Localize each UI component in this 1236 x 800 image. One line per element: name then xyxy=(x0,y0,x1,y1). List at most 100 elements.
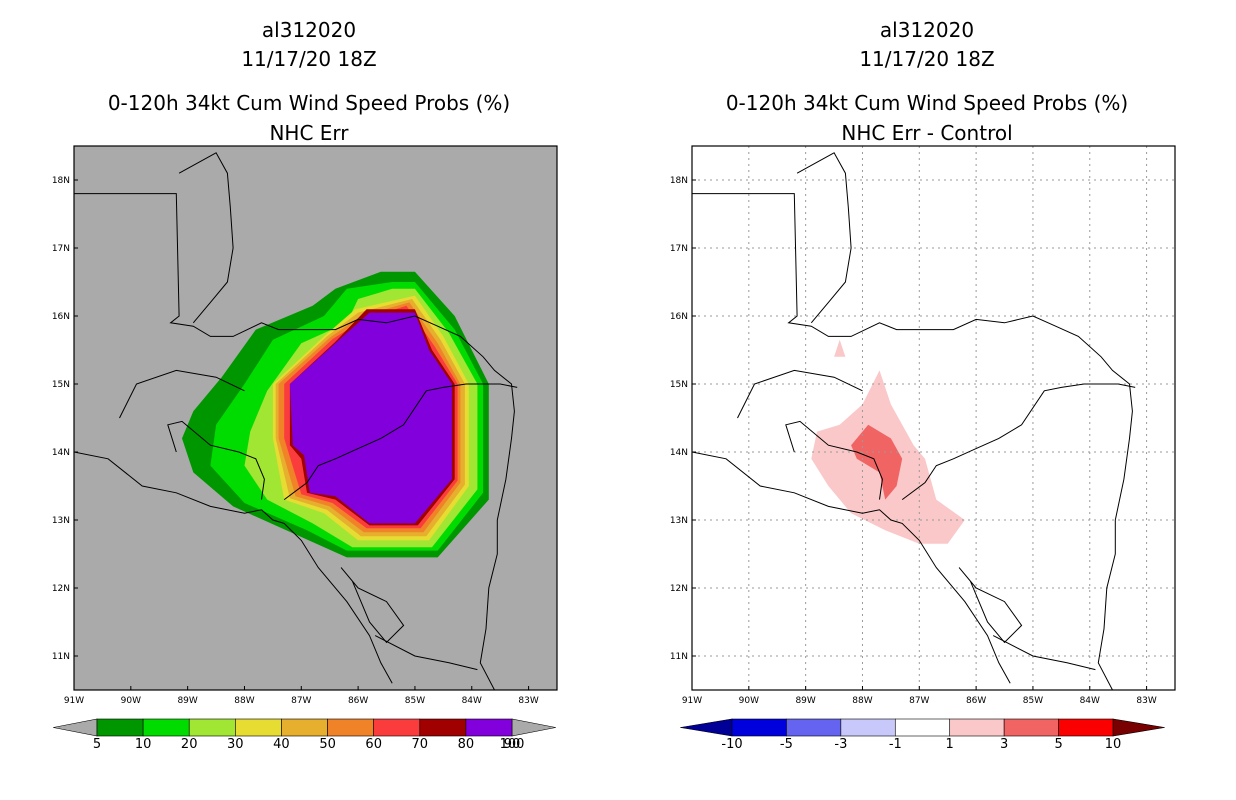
y-tick-label: 13N xyxy=(52,516,70,526)
x-tick-label: 89W xyxy=(177,696,197,706)
y-tick-label: 12N xyxy=(52,584,70,594)
colorbar-label: 20 xyxy=(181,737,198,752)
y-tick-label: 11N xyxy=(670,652,688,662)
x-tick-label: 88W xyxy=(852,696,872,706)
colorbar-label: 70 xyxy=(412,737,429,752)
y-tick-label: 14N xyxy=(670,448,688,458)
chart-title-line: 0-120h 34kt Cum Wind Speed Probs (%) xyxy=(108,91,510,115)
y-tick-label: 15N xyxy=(52,380,70,390)
colorbar-label: 1 xyxy=(946,737,954,752)
colorbar-label: 3 xyxy=(1000,737,1008,752)
y-tick-label: 16N xyxy=(52,312,70,322)
coastline xyxy=(796,152,852,324)
coastline xyxy=(178,152,234,324)
colorbar-swatch xyxy=(786,718,842,737)
colorbar-label: 80 xyxy=(458,737,475,752)
y-tick-label: 18N xyxy=(52,176,70,186)
coastline xyxy=(737,369,863,419)
chart-title-line: 11/17/20 18Z xyxy=(241,47,376,71)
chart-title-line: NHC Err xyxy=(269,121,349,145)
contour-90-fill xyxy=(289,312,452,524)
plot-background xyxy=(692,146,1175,690)
colorbar-label: 100 xyxy=(500,737,525,752)
x-tick-label: 91W xyxy=(682,696,702,706)
colorbar-label: -3 xyxy=(834,737,847,752)
plot-area xyxy=(74,152,518,690)
coastline xyxy=(374,635,478,671)
coastline xyxy=(74,451,393,684)
plot-frame xyxy=(691,145,1176,691)
coastline xyxy=(74,193,515,690)
x-tick-label: 87W xyxy=(909,696,929,706)
x-tick-label: 84W xyxy=(1080,696,1100,706)
y-tick-label: 17N xyxy=(670,244,688,254)
colorbar-right-triangle xyxy=(1112,718,1165,737)
colorbar-label: -1 xyxy=(889,737,902,752)
colorbar-swatch xyxy=(465,718,513,737)
chart-title-line: 11/17/20 18Z xyxy=(859,47,994,71)
x-tick-label: 84W xyxy=(462,696,482,706)
x-tick-label: 85W xyxy=(1023,696,1043,706)
contour-1-fill xyxy=(834,339,846,357)
colorbar-swatch xyxy=(1003,718,1059,737)
colorbar-label: 10 xyxy=(135,737,152,752)
y-tick-label: 12N xyxy=(670,584,688,594)
colorbar-label: 10 xyxy=(1105,737,1122,752)
x-tick-label: 83W xyxy=(518,696,538,706)
right-panel: al312020 11/17/20 18Z 0-120h 34kt Cum Wind… xyxy=(670,18,1176,752)
colorbar-label: 5 xyxy=(1054,737,1062,752)
x-tick-label: 83W xyxy=(1136,696,1156,706)
plot-area xyxy=(692,146,1175,690)
colorbar-swatch xyxy=(731,718,787,737)
x-tick-label: 91W xyxy=(64,696,84,706)
chart-title-line: al312020 xyxy=(262,18,356,42)
coastline xyxy=(167,420,265,500)
coastline xyxy=(340,567,405,644)
colorbar-label: 90 xyxy=(504,737,521,752)
y-tick-label: 15N xyxy=(670,380,688,390)
colorbar-swatch xyxy=(419,718,467,737)
colorbar-label: -10 xyxy=(721,737,742,752)
y-tick-label: 16N xyxy=(670,312,688,322)
coastline xyxy=(692,193,1133,690)
colorbar-label: 40 xyxy=(273,737,290,752)
x-tick-label: 87W xyxy=(291,696,311,706)
colorbar-swatch xyxy=(235,718,282,737)
contour-3-fill xyxy=(851,424,903,500)
x-tick-label: 86W xyxy=(966,696,986,706)
colorbar-label: 5 xyxy=(93,737,101,752)
colorbar-label: -5 xyxy=(780,737,793,752)
coastline xyxy=(119,369,245,419)
colorbar-swatch xyxy=(281,718,328,737)
coastline xyxy=(785,420,883,500)
x-tick-label: 86W xyxy=(348,696,368,706)
x-tick-label: 90W xyxy=(121,696,141,706)
colorbar-swatch xyxy=(327,718,374,737)
y-tick-label: 14N xyxy=(52,448,70,458)
colorbar-label: 60 xyxy=(365,737,382,752)
colorbar-swatch xyxy=(894,718,951,737)
chart-title-line: NHC Err - Control xyxy=(841,121,1012,145)
x-tick-label: 88W xyxy=(234,696,254,706)
colorbar-swatch xyxy=(949,718,1005,737)
colorbar-label: 30 xyxy=(227,737,244,752)
colorbar-left-triangle xyxy=(53,718,98,737)
colorbar-swatch xyxy=(96,718,144,737)
left-panel: al312020 11/17/20 18Z 0-120h 34kt Cum Wind… xyxy=(52,18,558,752)
colorbar-right-triangle xyxy=(511,718,556,737)
coastline xyxy=(283,383,518,501)
plot-frame xyxy=(73,145,558,691)
y-tick-label: 13N xyxy=(670,516,688,526)
coastline xyxy=(901,383,1136,501)
colorbar-left-triangle xyxy=(680,718,733,737)
coastline xyxy=(958,567,1023,644)
coastline xyxy=(692,451,1011,684)
colorbar-swatch xyxy=(840,718,896,737)
x-tick-label: 85W xyxy=(405,696,425,706)
y-tick-label: 18N xyxy=(670,176,688,186)
colorbar-swatch xyxy=(188,718,236,737)
chart-title-line: 0-120h 34kt Cum Wind Speed Probs (%) xyxy=(726,91,1128,115)
y-tick-label: 11N xyxy=(52,652,70,662)
colorbar-swatch xyxy=(373,718,421,737)
